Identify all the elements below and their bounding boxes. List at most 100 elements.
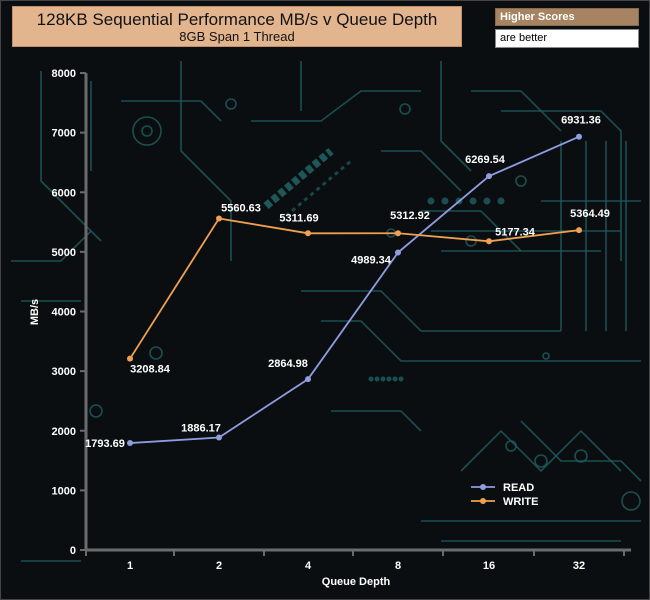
data-label-write: 5311.69 <box>279 212 318 224</box>
circuit-via <box>368 376 374 382</box>
note-text: are better <box>495 29 639 48</box>
circuit-pad <box>141 125 153 137</box>
circuit-via <box>427 197 435 205</box>
x-tick-label: 16 <box>483 560 495 572</box>
data-point-read <box>216 434 222 441</box>
circuit-pad <box>132 116 162 146</box>
x-tick-label: 32 <box>573 560 585 572</box>
circuit-pad <box>149 346 163 360</box>
legend: READ WRITE <box>471 482 538 508</box>
circuit-bus <box>285 159 352 218</box>
axes: 0 1000 2000 3000 4000 5000 6000 7000 8000 1 2 4 8 16 3… <box>29 68 631 588</box>
data-point-read <box>576 133 582 140</box>
circuit-trace <box>11 230 92 262</box>
circuit-pad <box>465 235 477 247</box>
data-label-write: 5312.92 <box>390 210 430 222</box>
circuit-trace <box>440 61 472 172</box>
y-tick-label: 1000 <box>52 485 76 497</box>
data-point-read <box>486 173 492 180</box>
x-tick-label: 4 <box>305 560 312 572</box>
circuit-via <box>483 197 491 205</box>
circuit-trace <box>301 290 561 332</box>
circuit-trace <box>520 420 642 482</box>
data-label-read: 4989.34 <box>351 255 392 267</box>
y-tick-label: 6000 <box>52 187 76 199</box>
circuit-via <box>386 376 392 382</box>
circuit-pad <box>542 352 550 360</box>
circuit-pad <box>621 491 641 511</box>
y-tick-label: 8000 <box>52 68 76 80</box>
circuit-pad <box>515 175 527 187</box>
circuit-trace <box>40 71 102 242</box>
circuit-pad <box>225 98 237 110</box>
data-point-write <box>127 355 133 362</box>
circuit-via <box>374 376 380 382</box>
data-point-read <box>127 440 133 447</box>
circuit-via <box>398 376 404 382</box>
circuit-trace <box>381 150 462 192</box>
x-tick-label: 8 <box>395 560 401 572</box>
circuit-via <box>469 197 477 205</box>
data-point-read <box>395 249 401 256</box>
x-tick-label: 2 <box>216 560 222 572</box>
circuit-trace <box>501 110 622 261</box>
x-tick-label: 1 <box>127 560 133 572</box>
data-label-read: 1793.69 <box>85 438 125 450</box>
data-point-write <box>576 227 582 234</box>
series-line-read <box>129 135 580 444</box>
circuit-pad <box>89 404 103 418</box>
y-tick-label: 5000 <box>52 247 76 259</box>
circuit-trace <box>180 61 232 261</box>
y-tick-label: 3000 <box>52 366 76 378</box>
circuit-via <box>392 376 398 382</box>
y-tick-label: 4000 <box>52 307 76 319</box>
circuit-trace <box>421 210 522 252</box>
y-tick-label: 7000 <box>52 128 76 140</box>
circuit-trace <box>471 90 562 132</box>
circuit-trace <box>251 90 421 122</box>
legend-marker-write <box>480 498 486 504</box>
legend-label-write: WRITE <box>503 496 538 508</box>
data-label-read: 6269.54 <box>465 154 506 166</box>
chart-title-box: 128KB Sequential Performance MB/s v Queu… <box>12 6 462 47</box>
note-heading: Higher Scores <box>495 8 639 26</box>
data-label-write: 3208.84 <box>130 364 171 376</box>
data-point-read <box>305 376 311 383</box>
circuit-pad <box>399 103 411 115</box>
series-layer <box>127 133 582 447</box>
circuit-pad <box>505 440 517 452</box>
circuit-trace <box>121 100 222 122</box>
circuit-bus <box>263 147 334 210</box>
y-axis-title: MB/s <box>29 299 41 325</box>
data-label-write: 5364.49 <box>570 208 610 220</box>
series-line-write <box>129 217 580 360</box>
data-label-read: 2864.98 <box>268 358 308 370</box>
y-tick-label: 2000 <box>52 426 76 438</box>
circuit-via <box>441 197 449 205</box>
data-label-write: 5177.34 <box>495 226 536 238</box>
legend-label-read: READ <box>503 482 534 494</box>
circuit-trace <box>331 410 422 432</box>
circuit-trace <box>321 320 641 362</box>
data-point-write <box>305 230 311 237</box>
circuit-pad <box>574 449 588 463</box>
legend-marker-read <box>480 484 486 490</box>
data-point-write <box>216 215 222 222</box>
y-tick-label: 0 <box>70 545 76 557</box>
chart-title: 128KB Sequential Performance MB/s v Queu… <box>36 10 438 29</box>
circuit-via <box>380 376 386 382</box>
circuit-via <box>497 197 505 205</box>
data-point-write <box>395 230 401 237</box>
data-label-read: 6931.36 <box>561 115 601 127</box>
data-label-read: 1886.17 <box>181 423 221 435</box>
chart-subtitle: 8GB Span 1 Thread <box>179 29 295 44</box>
circuit-background <box>11 61 642 562</box>
data-point-write <box>486 238 492 245</box>
circuit-trace <box>460 429 622 473</box>
x-axis-title: Queue Depth <box>322 576 391 588</box>
circuit-pad <box>534 454 548 468</box>
data-labels: 1793.69 1886.17 2864.98 4989.34 6269.54 6931.… <box>85 115 610 450</box>
data-label-write: 5560.63 <box>221 202 261 214</box>
